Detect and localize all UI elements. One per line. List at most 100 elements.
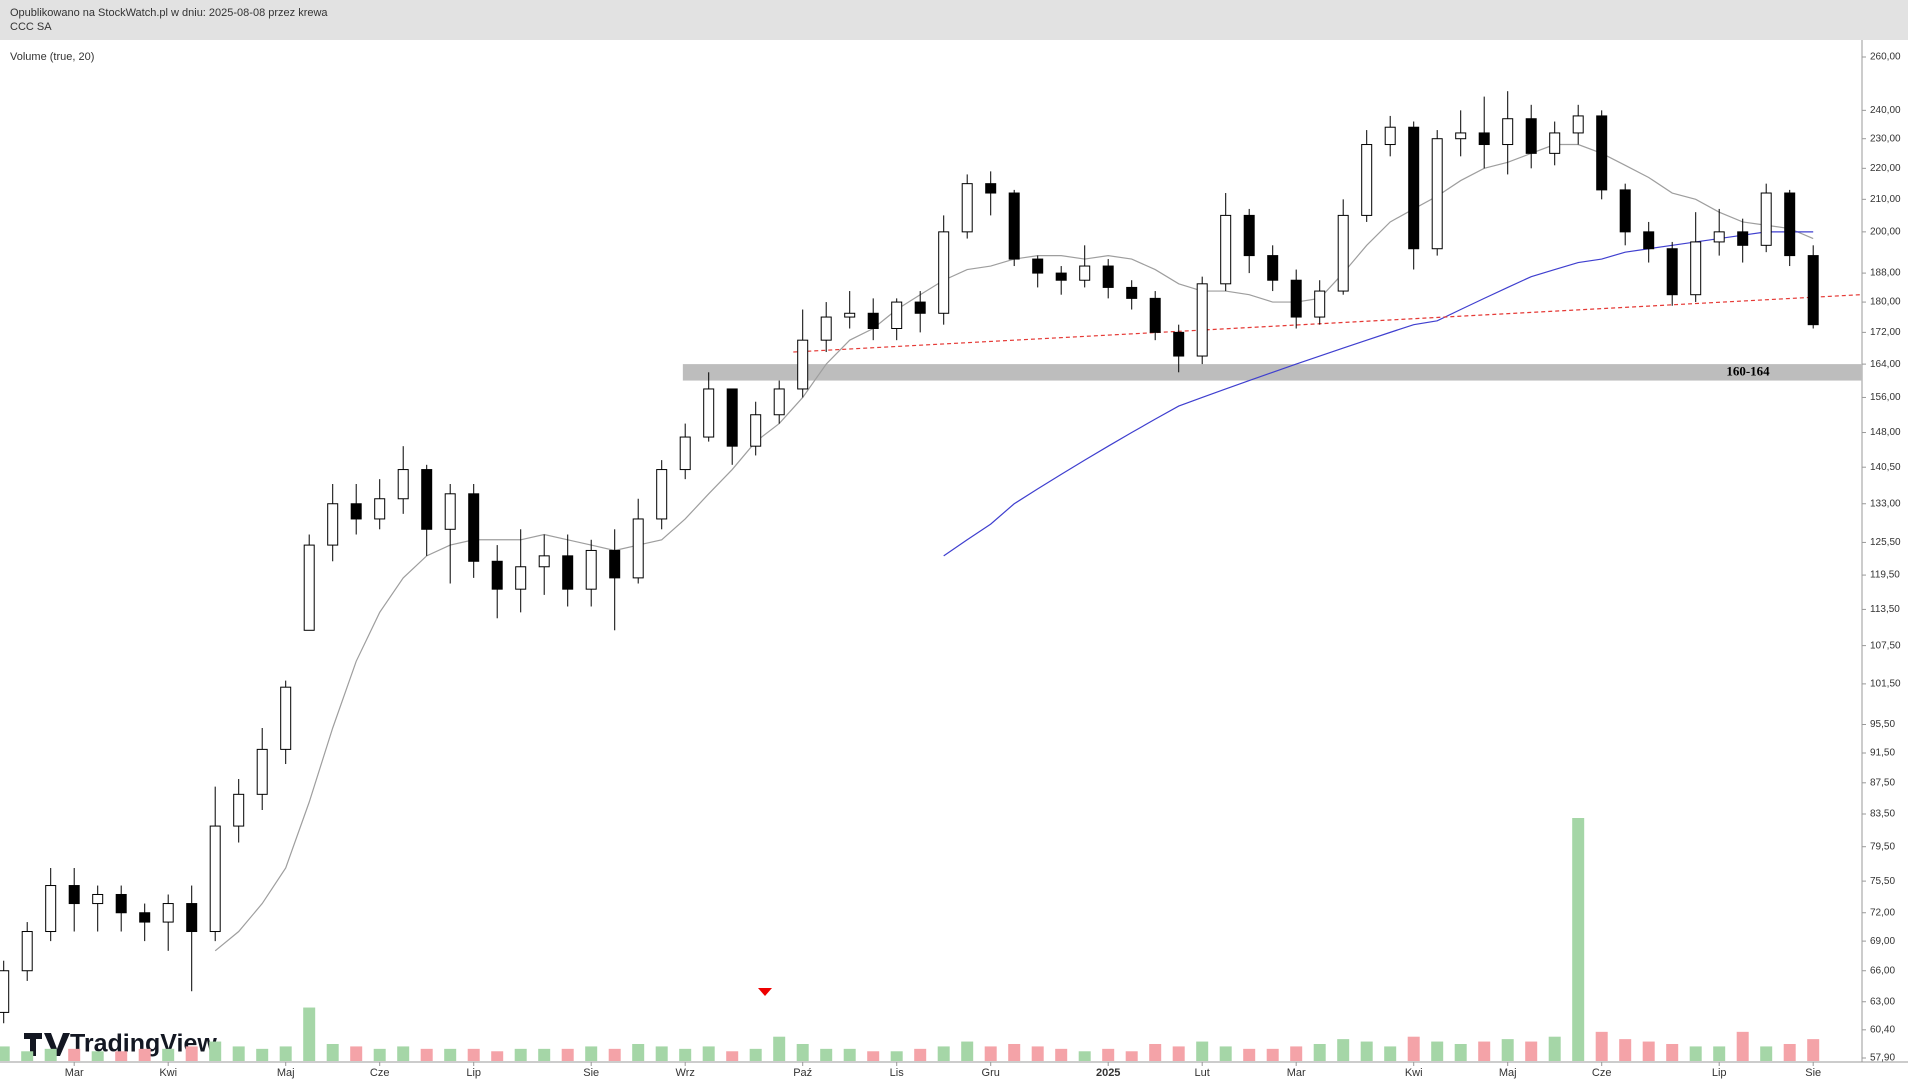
y-tick-label: 69,00	[1870, 936, 1895, 947]
x-tick-label: Paź	[793, 1067, 812, 1079]
volume-bar	[68, 1048, 81, 1061]
volume-bar	[1243, 1048, 1256, 1061]
y-tick-label: 220,00	[1870, 163, 1901, 174]
volume-bar	[655, 1046, 668, 1061]
candle-body	[1243, 214, 1255, 257]
candle-body	[45, 885, 57, 933]
candle-body	[1784, 192, 1796, 257]
candle-body	[1220, 214, 1232, 285]
y-tick-label: 200,00	[1870, 226, 1901, 237]
y-tick-label: 113,50	[1870, 604, 1900, 615]
candle-body	[1384, 126, 1396, 146]
candle-body	[21, 931, 33, 972]
candle-body	[538, 555, 550, 568]
y-tick-label: 83,50	[1870, 809, 1895, 820]
signal-marker	[758, 988, 772, 996]
y-tick-label: 79,50	[1870, 841, 1895, 852]
y-tick-label: 164,00	[1870, 359, 1901, 370]
candle-body	[515, 566, 527, 590]
volume-bar	[420, 1048, 433, 1061]
volume-bar	[1689, 1046, 1702, 1061]
volume-bar	[890, 1051, 903, 1061]
candle-body	[139, 912, 151, 923]
volume-bar	[1196, 1041, 1209, 1061]
volume-bar	[373, 1048, 386, 1061]
volume-bar	[1384, 1046, 1397, 1061]
volume-bar	[726, 1051, 739, 1061]
x-tick-label: Kwi	[1405, 1067, 1423, 1079]
volume-bar	[185, 1046, 198, 1061]
candle-body	[350, 503, 362, 520]
candle-body	[938, 231, 950, 314]
volume-bar	[914, 1048, 927, 1061]
candle-body	[679, 436, 691, 471]
volume-bar	[1219, 1046, 1232, 1061]
candle-body	[562, 555, 574, 590]
x-tick-label: Kwi	[159, 1067, 177, 1079]
candle-body	[632, 518, 644, 579]
volume-bar	[538, 1048, 551, 1061]
y-tick-label: 156,00	[1870, 392, 1901, 403]
volume-bar	[820, 1048, 833, 1061]
y-tick-label: 75,50	[1870, 876, 1895, 887]
candle-body	[1290, 279, 1302, 318]
candle-body	[186, 903, 198, 933]
volume-bar	[632, 1043, 645, 1061]
y-tick-label: 107,50	[1870, 640, 1901, 651]
volume-bar	[1078, 1051, 1091, 1061]
y-tick-label: 60,40	[1870, 1024, 1895, 1035]
volume-bar	[326, 1043, 339, 1061]
volume-bar	[1548, 1036, 1561, 1061]
candle-body	[1690, 241, 1702, 296]
volume-bar	[1783, 1043, 1796, 1061]
candle-body	[1408, 126, 1420, 250]
y-tick-label: 66,00	[1870, 965, 1895, 976]
candle-body	[985, 183, 997, 194]
y-tick-label: 140,50	[1870, 462, 1901, 473]
y-tick-label: 125,50	[1870, 537, 1901, 548]
y-tick-label: 87,50	[1870, 777, 1895, 788]
y-tick-label: 240,00	[1870, 105, 1901, 116]
candle-body	[1149, 297, 1161, 333]
y-tick-label: 91,50	[1870, 748, 1895, 759]
x-tick-label: Sie	[583, 1067, 599, 1079]
candle-body	[1596, 115, 1608, 191]
candle-body	[656, 469, 668, 520]
candle-body	[773, 388, 785, 416]
candle-body	[327, 503, 339, 546]
volume-bar	[1102, 1048, 1115, 1061]
volume-bar	[256, 1048, 269, 1061]
x-tick-label: Maj	[1499, 1067, 1517, 1079]
volume-bar	[1149, 1043, 1162, 1061]
candle-body	[374, 498, 386, 520]
volume-bar	[984, 1046, 997, 1061]
volume-bar	[1313, 1043, 1326, 1061]
volume-bar	[303, 1007, 316, 1061]
y-tick-label: 148,00	[1870, 427, 1901, 438]
candle-body	[914, 301, 926, 314]
volume-bar	[209, 1041, 222, 1061]
candle-body	[820, 316, 832, 341]
volume-bar	[444, 1048, 457, 1061]
candle-body	[1079, 265, 1091, 281]
x-tick-label: Lis	[890, 1067, 905, 1079]
volume-bar	[1266, 1048, 1279, 1061]
x-tick-label: Cze	[370, 1067, 390, 1079]
x-tick-label: Lut	[1195, 1067, 1210, 1079]
volume-bar	[1031, 1046, 1044, 1061]
x-tick-label: Cze	[1592, 1067, 1612, 1079]
candle-body	[1196, 283, 1208, 357]
volume-bar	[232, 1046, 245, 1061]
volume-bar	[162, 1048, 175, 1061]
candle-body	[1666, 248, 1678, 296]
candle-body	[92, 893, 104, 905]
volume-bar	[91, 1051, 104, 1061]
volume-bar	[961, 1041, 974, 1061]
logo-icon	[24, 1033, 70, 1056]
y-tick-label: 57,90	[1870, 1053, 1895, 1064]
candle-body	[303, 544, 315, 631]
volume-bar	[561, 1048, 574, 1061]
volume-bar	[702, 1046, 715, 1061]
volume-label: Volume (true, 20)	[10, 51, 94, 63]
